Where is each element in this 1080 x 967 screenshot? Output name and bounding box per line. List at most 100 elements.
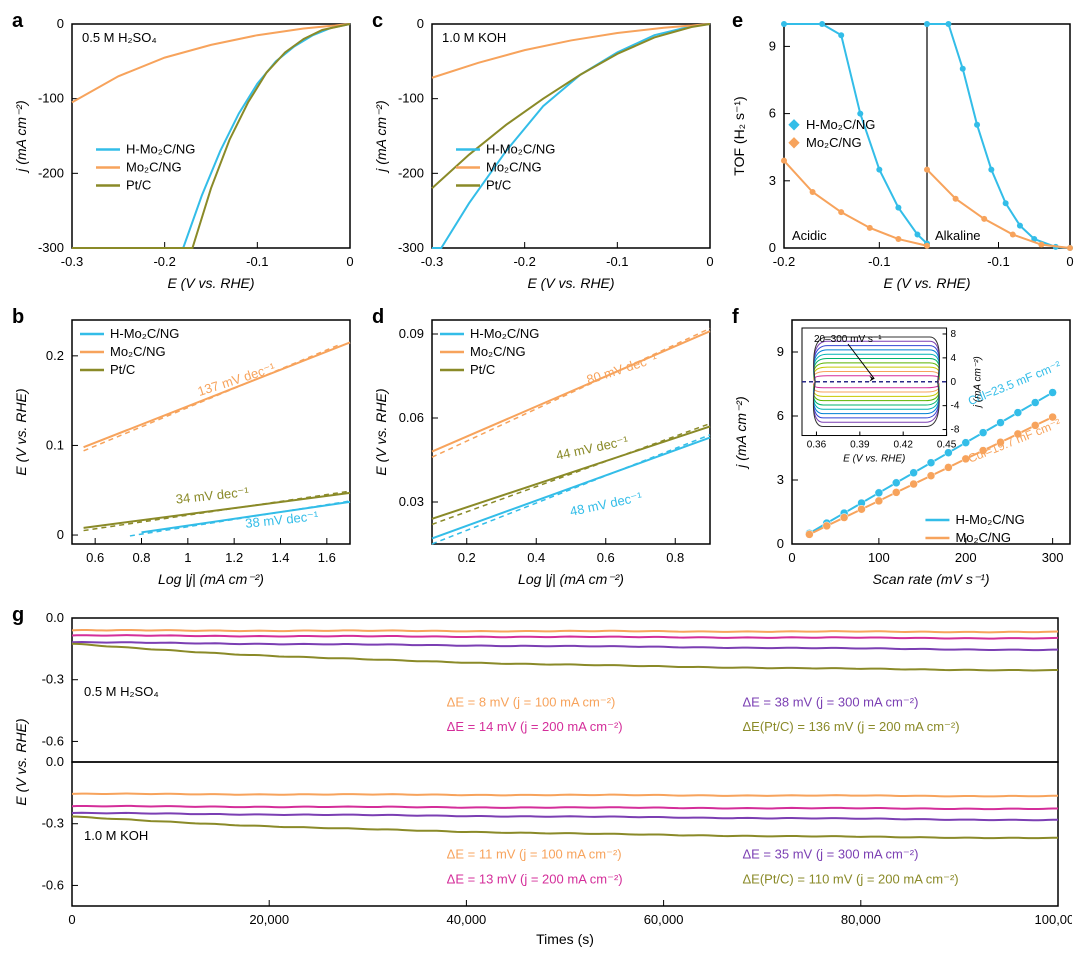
svg-text:-0.3: -0.3: [42, 816, 64, 831]
panel-e: e0369TOF (H₂ s⁻¹)E (V vs. RHE)-0.2-0.1Ac…: [728, 8, 1080, 298]
svg-text:100,000: 100,000: [1035, 912, 1073, 927]
svg-text:-0.6: -0.6: [42, 733, 64, 748]
svg-text:-0.1: -0.1: [987, 254, 1009, 269]
svg-text:3: 3: [777, 472, 784, 487]
svg-text:E (V vs. RHE): E (V vs. RHE): [13, 388, 29, 475]
svg-text:j (mA cm⁻²): j (mA cm⁻²): [13, 100, 29, 173]
svg-text:20–300 mV s⁻¹: 20–300 mV s⁻¹: [814, 334, 882, 345]
svg-text:0: 0: [346, 254, 353, 269]
svg-text:137 mV dec⁻¹: 137 mV dec⁻¹: [196, 360, 278, 399]
svg-text:200: 200: [955, 550, 977, 565]
svg-text:80,000: 80,000: [841, 912, 881, 927]
svg-text:Pt/C: Pt/C: [126, 177, 151, 192]
svg-text:0: 0: [1066, 254, 1073, 269]
svg-text:0.0: 0.0: [46, 754, 64, 769]
svg-text:ΔE = 35 mV (j = 300 mA cm⁻²): ΔE = 35 mV (j = 300 mA cm⁻²): [742, 847, 918, 862]
svg-text:Cdl=19.7 mF cm⁻²: Cdl=19.7 mF cm⁻²: [966, 416, 1063, 466]
svg-text:Scan rate (mV s⁻¹): Scan rate (mV s⁻¹): [872, 571, 989, 587]
svg-text:-0.1: -0.1: [246, 254, 268, 269]
svg-text:-0.3: -0.3: [421, 254, 443, 269]
svg-text:-100: -100: [398, 91, 424, 106]
svg-text:H-Mo₂C/NG: H-Mo₂C/NG: [126, 141, 195, 156]
svg-text:-0.2: -0.2: [513, 254, 535, 269]
svg-text:0: 0: [777, 536, 784, 551]
svg-text:H-Mo₂C/NG: H-Mo₂C/NG: [486, 141, 555, 156]
svg-text:Times (s): Times (s): [536, 931, 594, 947]
svg-text:34 mV dec⁻¹: 34 mV dec⁻¹: [175, 484, 250, 507]
svg-text:300: 300: [1042, 550, 1064, 565]
svg-text:-200: -200: [398, 165, 424, 180]
svg-text:0.5 M H₂SO₄: 0.5 M H₂SO₄: [82, 30, 157, 45]
svg-text:6: 6: [769, 106, 776, 121]
svg-text:48 mV dec⁻¹: 48 mV dec⁻¹: [569, 489, 645, 519]
svg-text:0.39: 0.39: [850, 440, 870, 451]
svg-text:0.42: 0.42: [893, 440, 913, 451]
svg-text:E (V vs. RHE): E (V vs. RHE): [527, 275, 614, 291]
svg-text:ΔE = 11 mV (j = 100 mA cm⁻²): ΔE = 11 mV (j = 100 mA cm⁻²): [447, 847, 622, 862]
svg-text:6: 6: [777, 408, 784, 423]
svg-text:0: 0: [417, 16, 424, 31]
svg-text:1.0 M KOH: 1.0 M KOH: [442, 30, 506, 45]
svg-text:0.2: 0.2: [46, 348, 64, 363]
panel-a-label: a: [12, 10, 23, 33]
svg-text:ΔE = 13 mV (j = 200 mA cm⁻²): ΔE = 13 mV (j = 200 mA cm⁻²): [447, 871, 623, 886]
svg-text:-0.2: -0.2: [773, 254, 795, 269]
svg-text:Log |j| (mA cm⁻²): Log |j| (mA cm⁻²): [518, 571, 624, 587]
svg-text:0: 0: [57, 527, 64, 542]
panel-b-label: b: [12, 306, 24, 329]
svg-text:ΔE = 8 mV (j = 100 mA cm⁻²): ΔE = 8 mV (j = 100 mA cm⁻²): [447, 694, 616, 709]
svg-text:j (mA cm⁻²): j (mA cm⁻²): [373, 100, 389, 173]
svg-text:44 mV dec⁻¹: 44 mV dec⁻¹: [555, 433, 631, 463]
panel-d-label: d: [372, 306, 384, 329]
svg-text:TOF (H₂ s⁻¹): TOF (H₂ s⁻¹): [731, 96, 747, 175]
svg-text:Pt/C: Pt/C: [486, 177, 511, 192]
svg-text:E (V vs. RHE): E (V vs. RHE): [373, 388, 389, 475]
svg-text:0.2: 0.2: [458, 550, 476, 565]
panel-c-label: c: [372, 10, 383, 33]
svg-text:-4: -4: [951, 401, 960, 412]
svg-text:j (mA cm⁻²): j (mA cm⁻²): [733, 396, 749, 469]
svg-text:0.6: 0.6: [597, 550, 615, 565]
svg-text:-300: -300: [38, 240, 64, 255]
svg-text:Log |j| (mA cm⁻²): Log |j| (mA cm⁻²): [158, 571, 264, 587]
svg-text:0: 0: [706, 254, 713, 269]
svg-text:Mo₂C/NG: Mo₂C/NG: [955, 530, 1011, 545]
panel-b: b0.60.811.21.41.600.10.2Log |j| (mA cm⁻²…: [8, 304, 360, 594]
svg-text:Mo₂C/NG: Mo₂C/NG: [486, 159, 542, 174]
panel-g-label: g: [12, 604, 24, 627]
svg-text:Mo₂C/NG: Mo₂C/NG: [470, 344, 526, 359]
svg-text:-300: -300: [398, 240, 424, 255]
svg-text:0.09: 0.09: [399, 326, 424, 341]
panel-a: a-0.3-0.2-0.10-300-200-1000E (V vs. RHE)…: [8, 8, 360, 298]
svg-text:0: 0: [788, 550, 795, 565]
svg-text:0.4: 0.4: [527, 550, 545, 565]
svg-text:-0.1: -0.1: [868, 254, 890, 269]
svg-text:-8: -8: [951, 425, 960, 436]
panel-f: f01002003000369Scan rate (mV s⁻¹)j (mA c…: [728, 304, 1080, 594]
svg-text:9: 9: [769, 38, 776, 53]
svg-text:20,000: 20,000: [249, 912, 289, 927]
svg-text:-0.1: -0.1: [606, 254, 628, 269]
svg-text:1: 1: [184, 550, 191, 565]
panel-c: c -0.3 -0.2 -0.1 0 -300 -200 -100 0 E (V vs. RHE)…: [368, 8, 720, 298]
svg-text:-0.2: -0.2: [153, 254, 175, 269]
svg-text:0.6: 0.6: [86, 550, 104, 565]
svg-text:E (V vs. RHE): E (V vs. RHE): [13, 718, 29, 805]
svg-text:40,000: 40,000: [447, 912, 487, 927]
svg-text:Mo₂C/NG: Mo₂C/NG: [806, 135, 862, 150]
panel-g: g E (V vs. RHE)Times (s)020,00040,00060,…: [8, 602, 1072, 952]
svg-text:-0.3: -0.3: [42, 672, 64, 687]
svg-text:100: 100: [868, 550, 890, 565]
svg-text:0.45: 0.45: [937, 440, 957, 451]
svg-text:8: 8: [951, 329, 957, 340]
svg-text:-0.6: -0.6: [42, 877, 64, 892]
svg-text:60,000: 60,000: [644, 912, 684, 927]
svg-text:1.0 M KOH: 1.0 M KOH: [84, 828, 148, 843]
svg-text:Pt/C: Pt/C: [110, 362, 135, 377]
svg-text:ΔE = 14 mV (j = 200 mA cm⁻²): ΔE = 14 mV (j = 200 mA cm⁻²): [447, 719, 623, 734]
svg-text:ΔE(Pt/C) = 136 mV (j = 200 mA: ΔE(Pt/C) = 136 mV (j = 200 mA cm⁻²): [742, 719, 959, 734]
svg-text:0.1: 0.1: [46, 437, 64, 452]
svg-text:j (mA cm⁻²): j (mA cm⁻²): [973, 356, 984, 409]
svg-text:-100: -100: [38, 91, 64, 106]
svg-text:ΔE(Pt/C) = 110 mV (j = 200 mA: ΔE(Pt/C) = 110 mV (j = 200 mA cm⁻²): [742, 871, 958, 886]
